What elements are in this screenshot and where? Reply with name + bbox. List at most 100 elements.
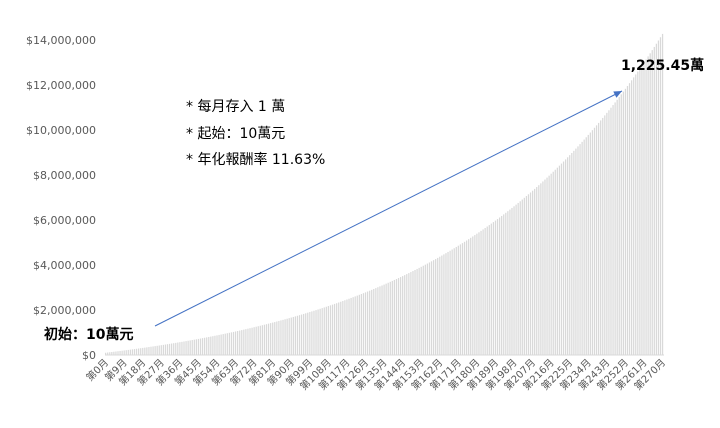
bar (534, 188, 536, 355)
bar (470, 237, 472, 355)
bar (387, 282, 389, 355)
bar (385, 283, 387, 355)
bar (152, 346, 154, 355)
growth-arrow (154, 90, 623, 327)
bar (286, 318, 288, 355)
bar (540, 183, 542, 355)
bar (449, 250, 451, 355)
bar (117, 351, 119, 355)
bar (177, 342, 179, 355)
bar (348, 298, 350, 355)
bar (492, 222, 495, 355)
bar (558, 165, 561, 355)
bar (655, 43, 657, 356)
bar (239, 330, 241, 355)
y-tick-label: $4,000,000 (33, 259, 96, 272)
bar (577, 146, 579, 355)
bar (300, 314, 303, 355)
bar (315, 310, 317, 355)
bar (505, 212, 507, 355)
bar (138, 348, 140, 355)
bar (189, 340, 191, 355)
bar (546, 177, 548, 355)
x-axis: 第0月第9月第18月第27月第36月第45月第54月第63月第72月第81月第9… (83, 354, 668, 393)
bar (350, 297, 352, 355)
bar (342, 301, 344, 355)
bar (123, 350, 125, 355)
growth-arrow-head (613, 91, 622, 98)
bar (651, 50, 653, 355)
bar (220, 334, 222, 355)
bar (280, 320, 282, 355)
bar (432, 260, 435, 355)
bar (515, 204, 517, 355)
bar (529, 192, 532, 355)
bar (564, 159, 567, 355)
bar (358, 294, 360, 355)
bar (303, 313, 305, 355)
bar (360, 294, 363, 355)
bar (614, 102, 616, 355)
bar (631, 80, 633, 356)
bar (290, 317, 292, 355)
y-tick-label: $12,000,000 (26, 79, 96, 92)
bar (259, 325, 261, 355)
bar (542, 181, 544, 355)
bar (575, 148, 577, 355)
bar (393, 279, 396, 355)
bar (206, 337, 208, 355)
bar (278, 320, 280, 355)
bar (135, 348, 138, 355)
bar (307, 312, 309, 355)
bar (119, 350, 121, 355)
bar (583, 139, 585, 355)
bar (160, 345, 162, 355)
bar (263, 324, 266, 355)
bar (459, 244, 462, 355)
bar (531, 190, 534, 355)
bar (657, 40, 660, 355)
bar (107, 352, 109, 355)
bar (133, 349, 136, 355)
bar (653, 46, 655, 355)
bar (416, 268, 418, 355)
bar (142, 347, 144, 355)
y-axis: $0 $2,000,000 $4,000,000 $6,000,000 $8,000,0… (26, 34, 96, 362)
bar (111, 352, 113, 355)
y-tick-label: $14,000,000 (26, 34, 96, 47)
bar (175, 342, 177, 355)
bar (608, 110, 610, 355)
bar (319, 308, 321, 355)
bar (185, 341, 187, 355)
bar (127, 349, 129, 355)
bar (581, 141, 583, 355)
bar (265, 324, 268, 355)
bar (204, 337, 206, 355)
bar (377, 287, 379, 355)
bar (626, 85, 629, 356)
bar (222, 334, 224, 355)
bar (125, 350, 127, 355)
bar (633, 77, 635, 355)
bar (486, 226, 488, 355)
bar (507, 211, 509, 355)
bar (641, 65, 643, 355)
bar (356, 295, 358, 355)
bar (364, 292, 367, 355)
bar (525, 196, 528, 355)
bar (371, 289, 373, 355)
bar (389, 281, 391, 355)
bar (168, 343, 171, 355)
bar (232, 331, 235, 355)
bar (587, 134, 589, 355)
bar (131, 349, 134, 355)
bar (503, 214, 505, 355)
bar (620, 94, 622, 355)
bar (476, 233, 478, 355)
bar (313, 310, 315, 355)
bar (645, 59, 647, 356)
bar (610, 107, 612, 355)
bar (439, 256, 441, 355)
bar (331, 304, 334, 355)
bar (230, 332, 233, 355)
